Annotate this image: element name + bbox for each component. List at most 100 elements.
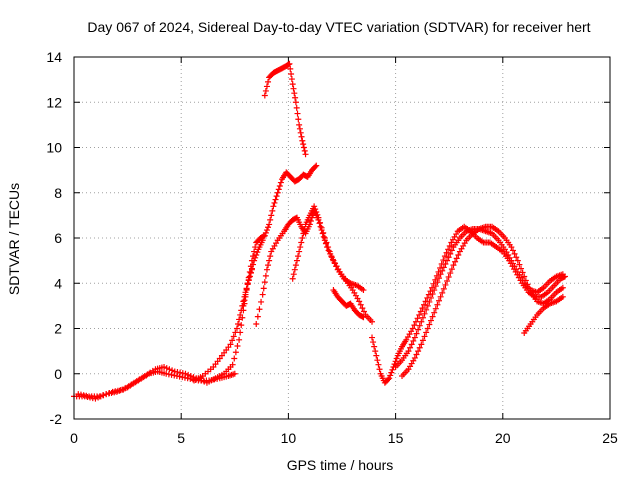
data-point-s10	[508, 244, 515, 251]
data-point-s10	[419, 337, 426, 344]
data-point-s3	[237, 311, 244, 318]
data-point-s6	[331, 259, 338, 266]
data-point-s4	[275, 186, 282, 193]
y-tick-label: 12	[46, 94, 62, 110]
y-tick-label: -2	[50, 411, 63, 427]
data-point-s4	[312, 163, 319, 170]
y-tick-label: 10	[46, 140, 62, 156]
data-point-s8	[393, 355, 400, 362]
data-point-s7	[286, 60, 293, 67]
data-point-s7	[262, 87, 269, 94]
data-point-s7	[297, 129, 304, 136]
data-point-s10	[427, 317, 434, 324]
data-point-s4	[274, 189, 281, 196]
data-point-s7	[292, 94, 299, 101]
y-tick-label: 0	[54, 366, 62, 382]
data-point-s8	[385, 376, 392, 383]
data-point-s8	[372, 348, 379, 355]
data-point-s10	[524, 281, 531, 288]
data-point-s4	[277, 179, 284, 186]
data-point-s9	[423, 306, 430, 313]
data-point-s6	[314, 211, 321, 218]
data-point-s5	[369, 318, 376, 325]
data-point-s10	[426, 321, 433, 328]
data-point-s4	[271, 199, 278, 206]
data-point-s7	[263, 83, 270, 90]
data-point-s7	[300, 144, 307, 151]
data-point-s7	[299, 137, 306, 144]
data-point-s7	[301, 147, 308, 154]
data-point-s9	[444, 257, 451, 264]
data-point-s8	[389, 366, 396, 373]
data-point-s7	[291, 90, 298, 97]
data-point-s4	[270, 203, 277, 210]
data-point-s6	[291, 266, 298, 273]
y-axis-label: SDTVAR / TECUs	[6, 183, 22, 295]
data-point-s5	[260, 285, 267, 292]
data-point-s3	[232, 329, 239, 336]
data-point-s10	[424, 325, 431, 332]
data-point-s10	[423, 329, 430, 336]
data-point-s9	[421, 310, 428, 317]
data-point-s5	[261, 279, 268, 286]
data-point-s8	[417, 308, 424, 315]
data-point-s9	[413, 330, 420, 337]
y-tick-label: 2	[54, 321, 62, 337]
data-point-s4	[244, 280, 251, 287]
data-point-s3	[253, 251, 260, 258]
data-point-s2	[238, 322, 245, 329]
data-point-s11	[559, 293, 566, 300]
data-point-s7	[295, 116, 302, 123]
data-point-s6	[328, 253, 335, 260]
data-point-s10	[511, 250, 518, 257]
data-point-s2	[231, 355, 238, 362]
data-point-s4	[261, 232, 268, 239]
data-point-s7	[302, 151, 309, 158]
data-point-s9	[434, 279, 441, 286]
data-point-s6	[295, 253, 302, 260]
data-point-s9	[447, 250, 454, 257]
data-point-s4	[246, 268, 253, 275]
data-point-s8	[388, 369, 395, 376]
data-point-s6	[318, 224, 325, 231]
data-point-s8	[445, 246, 452, 253]
data-point-s4	[268, 212, 275, 219]
data-point-s10	[509, 247, 516, 254]
data-point-s6	[289, 275, 296, 282]
data-point-s5	[253, 320, 260, 327]
y-tick-label: 6	[54, 230, 62, 246]
data-point-s8	[411, 322, 418, 329]
data-point-s9	[436, 275, 443, 282]
data-point-s7	[296, 125, 303, 132]
data-point-s9	[416, 322, 423, 329]
data-point-s10	[514, 257, 521, 264]
data-point-s4	[247, 263, 254, 270]
data-point-s4	[241, 297, 248, 304]
data-point-s10	[432, 305, 439, 312]
data-point-s10	[448, 266, 455, 273]
data-point-s2	[198, 377, 205, 384]
data-point-s9	[426, 298, 433, 305]
data-point-s6	[293, 257, 300, 264]
data-point-s6	[311, 203, 318, 210]
data-point-s6	[315, 214, 322, 221]
data-point-s7	[261, 92, 268, 99]
data-point-s7	[292, 99, 299, 106]
data-point-s6	[320, 229, 327, 236]
data-point-s8	[443, 249, 450, 256]
data-point-s9	[439, 267, 446, 274]
data-point-s4	[248, 257, 255, 264]
data-point-s10	[416, 344, 423, 351]
data-point-s6	[317, 219, 324, 226]
data-point-s5	[262, 272, 269, 279]
data-point-s8	[414, 315, 421, 322]
data-point-s9	[429, 290, 436, 297]
data-point-s6	[298, 239, 305, 246]
data-point-s6	[292, 262, 299, 269]
data-point-s10	[519, 269, 526, 276]
data-point-s4	[263, 227, 270, 234]
data-point-s4	[265, 224, 272, 231]
x-tick-label: 20	[495, 430, 511, 446]
data-point-s8	[387, 372, 394, 379]
